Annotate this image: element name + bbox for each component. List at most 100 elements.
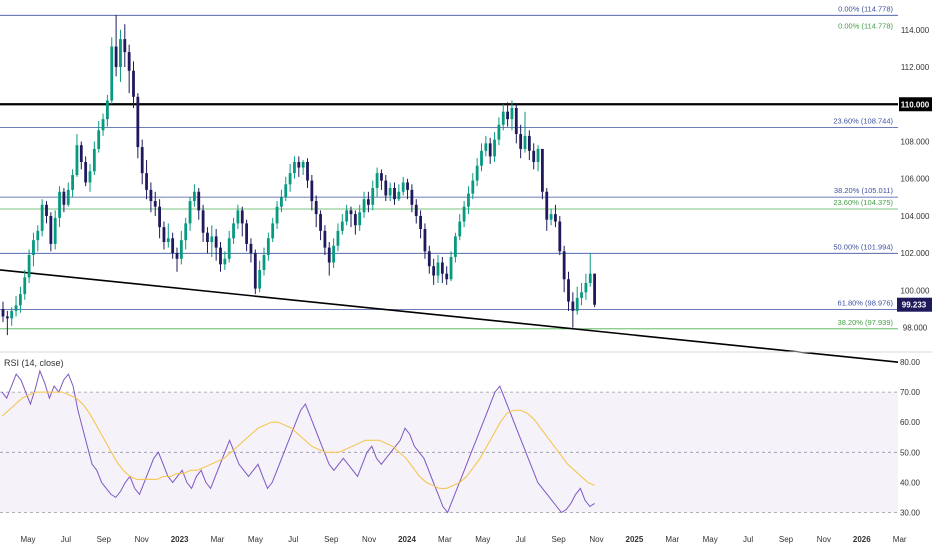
candle-body [171,238,175,254]
candle-body [101,119,105,131]
candle-body [488,143,492,157]
candle-body [1,309,5,317]
candle-body [253,253,257,289]
candle-body [275,206,279,224]
candle-body [197,191,201,211]
fib-level-label-blue: 50.00% (101.994) [833,242,893,251]
candle-body [314,201,318,215]
candle-body [232,223,235,239]
candle-body [454,236,457,257]
candle-body [406,182,409,190]
fib-level-label-blue: 0.00% (114.778) [838,4,893,13]
candle-body [593,273,596,305]
candle-body [332,245,335,263]
candle-body [440,262,444,274]
candle-body [367,199,370,205]
time-tick-label: Sep [97,535,112,544]
candle-body [345,210,349,222]
candle-body [214,236,218,248]
candle-body [297,161,301,168]
candle-body [484,143,488,151]
time-axis: May Jul Sep Nov 2023 Mar May Jul Sep Nov 2024 Mar Ma… [20,535,906,544]
candle-body [45,204,48,216]
current-price-label: 99.233 [902,301,927,310]
candle-body [145,173,148,190]
candle-body [188,201,192,224]
candle-body [114,46,118,68]
time-tick-label: Jul [516,535,526,544]
candle-body [136,96,140,148]
time-tick-label: 2026 [853,535,871,544]
candle-body [401,182,405,192]
candle-body [166,238,170,243]
candle-body [375,173,379,189]
candle-body [506,111,509,120]
candle-body [475,165,479,181]
candle-body [19,294,22,306]
candle-body [240,210,244,224]
rsi-tick-label: 40.00 [900,478,921,487]
time-tick-label: Nov [362,535,376,544]
candle-body [23,277,27,295]
candle-body [514,107,518,135]
rsi-tick-label: 30.00 [900,508,921,517]
candle-body [371,188,375,205]
candle-body [567,279,570,302]
candle-body [288,173,292,185]
candle-body [384,180,388,196]
candle-body [549,214,553,220]
rsi-tick-label: 50.00 [900,448,921,457]
candle-body [445,273,449,280]
candle-body [471,180,475,194]
candle-body [97,130,101,149]
candle-body [419,215,422,229]
candlestick-series [1,14,596,336]
candle-body [119,39,122,68]
candle-body [458,221,462,237]
time-tick-label: 2025 [626,535,644,544]
candle-body [27,255,31,278]
candle-body [293,161,296,174]
fib-level-label-green: 23.60% (104.375) [833,198,893,207]
candle-body [449,256,453,280]
candle-body [10,310,14,319]
candle-body [284,184,288,198]
time-tick-label: Nov [589,535,603,544]
candle-body [571,301,575,311]
candle-body [14,305,18,311]
candle-body [545,191,549,220]
time-tick-label: Jul [743,535,753,544]
candle-body [414,204,418,216]
candle-body [249,243,253,254]
candle-body [149,189,153,202]
candle-body [153,201,157,207]
candle-body [110,46,114,101]
candle-body [554,214,557,222]
time-tick-label: May [703,535,718,544]
candle-body [84,161,88,183]
rsi-pane: RSI (14, close) [0,358,898,514]
candle-body [532,150,536,162]
price-tick-label: 98.000 [903,324,928,333]
rsi-axis: 80.00 70.00 60.00 50.00 40.00 30.00 [900,358,921,517]
candle-body [79,145,83,162]
candle-body [280,197,283,207]
candle-body [92,148,96,172]
candle-body [88,171,92,183]
candle-body [480,150,483,166]
rsi-tick-label: 80.00 [900,358,921,367]
current-price-tag [897,297,932,312]
candle-body [536,148,540,162]
price-tick-label: 100.000 [901,286,930,295]
candle-body [558,221,562,252]
candle-body [349,210,353,215]
candle-body [588,273,592,283]
candle-body [388,188,392,196]
fib-level-label-blue: 23.60% (108.744) [833,117,893,126]
time-tick-label: May [248,535,263,544]
candle-body [432,266,436,276]
candle-body [75,145,79,175]
price-pane: 0.00% (114.778) 23.60% (108.744) 38.20% (1… [0,4,899,363]
candle-body [236,210,240,224]
